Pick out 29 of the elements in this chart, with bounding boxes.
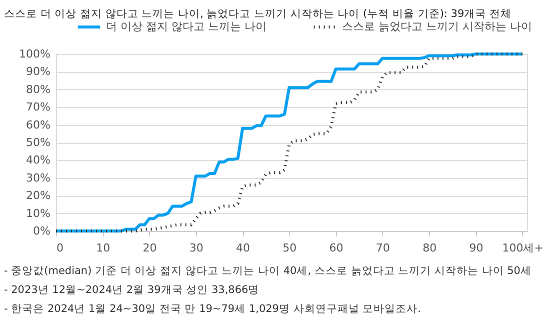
y-tick-label: 70%	[26, 100, 50, 114]
x-tick-label: 80	[422, 242, 437, 254]
x-tick-label: 90	[469, 242, 484, 254]
y-tick-label: 80%	[26, 82, 50, 96]
text: - 2023년 12월~2024년 2월 39개국 성인 33,866명	[4, 284, 260, 296]
x-tick-label: 100세+	[502, 242, 544, 254]
y-tick-label: 30%	[26, 171, 50, 184]
text: - 한국은 2024년 1월 24~30일 전국 만 19~79세 1,029명 사회연구패널 모바일조사.	[4, 303, 422, 315]
y-tick-label: 0%	[33, 224, 50, 238]
text: - 중앙값(median) 기준 더 이상 젊지 않다고 느끼는 나이 40세, 스스로 늙었다고 느끼기 시작하는 나이 50세	[4, 265, 532, 277]
x-tick-label: 30	[189, 242, 204, 254]
x-tick-label: 0	[56, 242, 64, 254]
y-tick-label: 50%	[26, 136, 50, 149]
x-tick-label: 70	[376, 242, 390, 254]
legend-label: 스스로 늙었다고 느끼기 시작하는 나이	[342, 20, 532, 33]
y-tick-label: 20%	[26, 189, 50, 202]
y-tick-label: 40%	[26, 154, 50, 167]
legend-label: 더 이상 젊지 않다고 느끼는 나이	[106, 20, 266, 33]
y-tick-label: 60%	[26, 118, 50, 132]
chart-title: 스스로 더 이상 젊지 않다고 느끼는 나이, 늙었다고 느끼기 시작하는 나이 (누적 비율 기준): 39개국 전체	[4, 8, 512, 20]
y-tick-label: 100%	[19, 48, 50, 60]
x-tick-label: 20	[142, 242, 157, 254]
y-tick-label: 90%	[26, 65, 50, 78]
x-tick-label: 40	[236, 242, 250, 254]
x-tick-label: 10	[96, 242, 110, 254]
x-tick-label: 60	[329, 242, 344, 254]
y-tick-label: 10%	[26, 206, 50, 220]
x-tick-label: 50	[282, 242, 297, 254]
line-series	[54, 52, 524, 232]
